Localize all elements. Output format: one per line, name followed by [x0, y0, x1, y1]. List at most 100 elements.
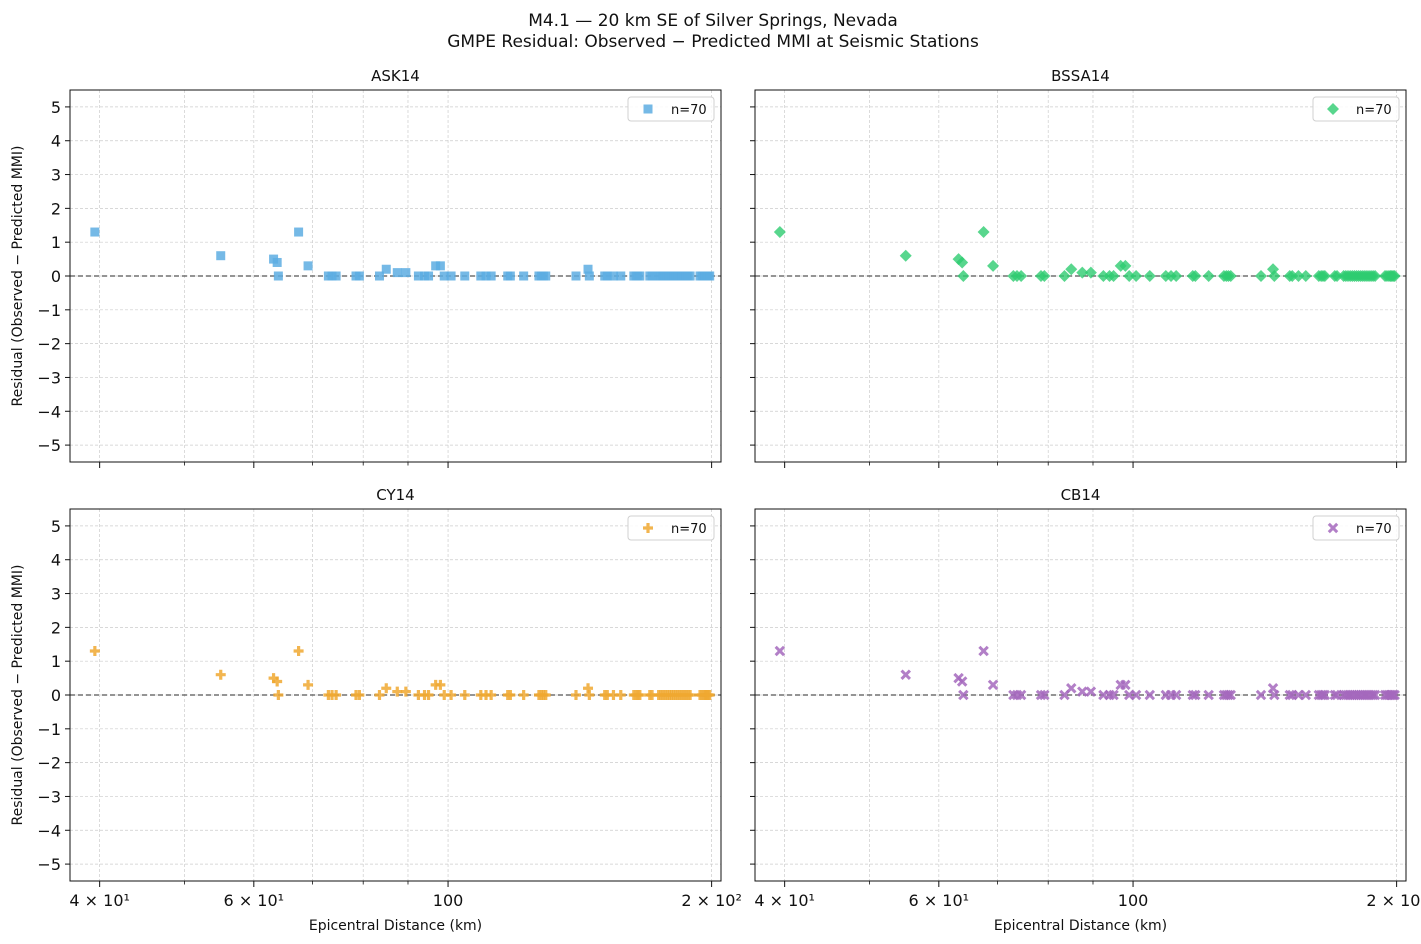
x-tick-label: 4 × 10¹ [754, 891, 815, 910]
legend-marker [643, 523, 653, 533]
y-tick-label: 2 [51, 618, 61, 637]
x-axis-label: Epicentral Distance (km) [994, 918, 1167, 934]
y-tick-label: 4 [51, 132, 61, 151]
data-point [987, 679, 999, 691]
data-point [1202, 270, 1215, 282]
data-point [481, 271, 491, 281]
data-point [392, 686, 403, 697]
data-point [272, 257, 282, 267]
data-point [1369, 689, 1381, 701]
y-tick-label: 1 [51, 233, 61, 252]
data-point [294, 227, 304, 237]
y-tick-label: −5 [37, 855, 61, 874]
data-point [475, 690, 486, 700]
data-point [505, 690, 516, 700]
x-tick-label: 100 [433, 891, 464, 910]
data-point [616, 271, 626, 281]
data-point [381, 683, 392, 694]
data-point [1076, 266, 1089, 279]
data-point [704, 690, 715, 700]
data-point [571, 271, 581, 281]
x-tick-label: 2 × 10² [681, 891, 742, 910]
data-point [978, 645, 989, 657]
data-point [705, 271, 715, 281]
x-tick-label: 4 × 10¹ [69, 891, 130, 910]
data-point [1130, 270, 1143, 282]
data-point [1123, 270, 1136, 282]
legend-marker [1327, 103, 1339, 115]
data-point [956, 256, 969, 269]
y-axis-label: Residual (Observed − Predicted MMI) [10, 146, 26, 407]
data-point [1254, 270, 1267, 282]
data-point [977, 226, 990, 239]
data-point [685, 690, 696, 700]
data-point [293, 646, 304, 657]
data-point [460, 271, 470, 281]
data-point [1130, 689, 1142, 701]
data-point [1318, 270, 1331, 282]
y-tick-label: 5 [51, 98, 61, 117]
data-point [583, 264, 593, 274]
data-point [1269, 689, 1280, 701]
data-point [273, 271, 283, 281]
data-point [1329, 689, 1341, 701]
data-point [1389, 689, 1400, 701]
data-point [583, 683, 594, 694]
data-point [1225, 689, 1237, 701]
data-point [381, 264, 391, 274]
data-point [446, 271, 456, 281]
data-point [435, 261, 445, 271]
data-point [1039, 689, 1050, 701]
data-point [1299, 270, 1312, 282]
data-point [273, 690, 284, 700]
y-tick-label: −4 [37, 821, 61, 840]
data-point [1331, 270, 1344, 282]
legend-marker [643, 104, 653, 114]
legend-label: n=70 [671, 103, 707, 118]
y-tick-label: 5 [51, 517, 61, 536]
y-tick-label: −1 [37, 720, 61, 739]
data-point [608, 690, 619, 700]
data-point [899, 249, 912, 262]
data-point [774, 645, 786, 657]
data-point [1223, 689, 1234, 701]
data-point [1065, 263, 1078, 276]
legend-box [1312, 515, 1400, 541]
data-point [459, 690, 470, 700]
data-point [374, 690, 385, 700]
y-tick-label: 1 [51, 652, 61, 671]
data-point [303, 261, 313, 271]
data-point [957, 270, 970, 282]
data-point [1369, 270, 1382, 282]
data-point [1170, 270, 1183, 282]
data-point [1119, 259, 1132, 272]
panel-title: CB14 [1061, 486, 1101, 504]
data-point [90, 227, 100, 237]
data-point [331, 271, 341, 281]
data-point [602, 271, 612, 281]
data-point [584, 271, 594, 281]
data-point [439, 271, 449, 281]
y-tick-label: 0 [51, 686, 61, 705]
data-point [958, 689, 969, 701]
data-point [272, 676, 283, 687]
y-tick-label: −2 [37, 754, 61, 773]
legend-label: n=70 [671, 522, 707, 537]
data-point [331, 690, 342, 700]
data-point [400, 686, 411, 697]
data-point [519, 271, 529, 281]
data-point [1190, 689, 1201, 701]
legend-label: n=70 [1356, 103, 1392, 118]
data-point [773, 226, 786, 239]
legend-box [1312, 96, 1400, 122]
data-point [1187, 689, 1199, 701]
data-point [303, 679, 314, 690]
panel-ask14: −5 −4 −3 −2 −1 0 1 2 3 4 5 ASK14 Residual (Observed … [10, 67, 722, 468]
data-point [401, 268, 411, 278]
data-point [615, 690, 626, 700]
data-point [1170, 689, 1182, 701]
data-point [439, 690, 450, 700]
data-point [215, 669, 226, 680]
x-tick-label: 100 [1118, 891, 1149, 910]
